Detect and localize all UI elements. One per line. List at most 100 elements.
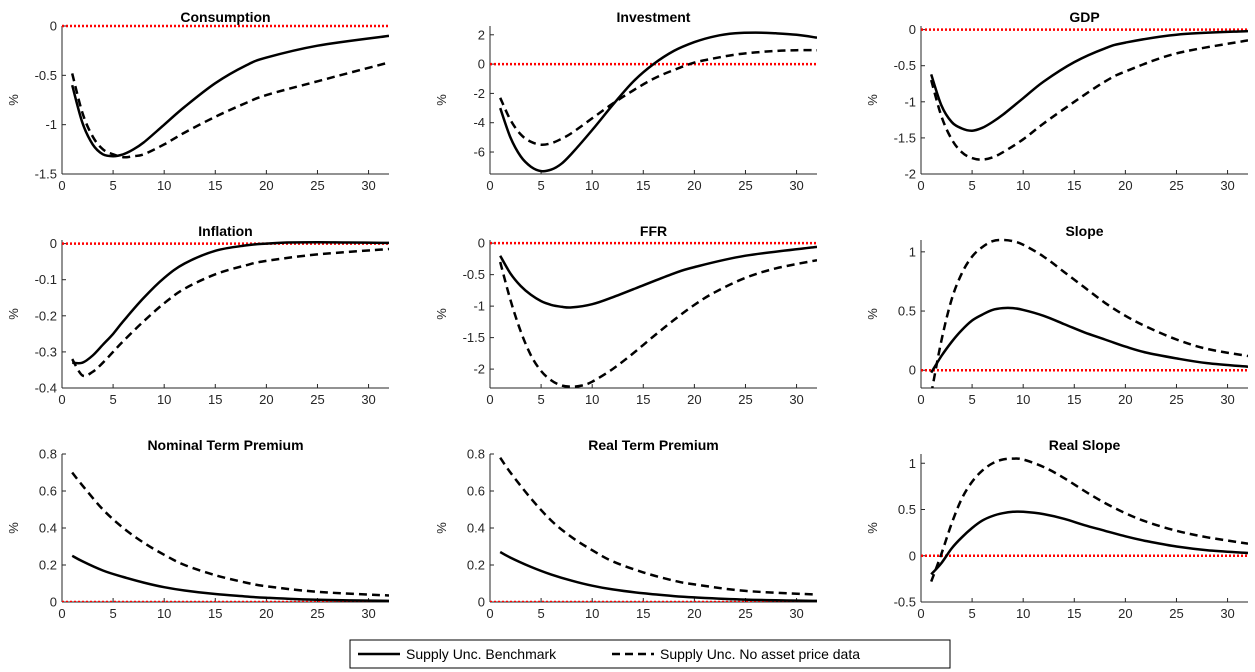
series-line-benchmark: [72, 240, 389, 365]
y-tick-label: -2: [904, 167, 916, 182]
series-line-no-asset-price-data: [499, 48, 817, 146]
series-line-benchmark: [70, 34, 389, 158]
x-tick-label: 15: [1067, 178, 1081, 193]
panel-title: Investment: [617, 9, 691, 25]
y-tick-label: 0: [478, 236, 485, 251]
panel-7: 0 5 10 15 20 25 30 0 0.2 0.4 0.6 0.8 Real Term Premi…: [434, 437, 817, 621]
x-tick-label: 5: [537, 178, 544, 193]
x-tick-label: 5: [537, 606, 544, 621]
plot-area: [921, 457, 1248, 583]
y-tick-label: 1: [909, 244, 916, 259]
series-line-benchmark: [499, 245, 817, 309]
x-tick-label: 30: [1220, 606, 1234, 621]
x-tick-label: 25: [1169, 392, 1183, 407]
x-tick-label: 15: [636, 178, 650, 193]
x-tick-label: 0: [58, 392, 65, 407]
y-tick-label: 0.2: [467, 558, 485, 573]
plot-area: [62, 240, 389, 378]
y-tick-label: -0.2: [35, 308, 57, 323]
x-tick-label: 20: [259, 392, 273, 407]
plot-area: [921, 238, 1248, 388]
plot-area: [490, 31, 817, 173]
y-tick-label: 0: [478, 595, 485, 610]
panel-title: Real Term Premium: [588, 437, 718, 453]
y-tick-label: -0.5: [35, 68, 57, 83]
y-tick-label: -1: [904, 94, 916, 109]
y-tick-label: 0.5: [898, 304, 916, 319]
series-line-no-asset-price-data: [71, 247, 389, 378]
series-line-benchmark: [930, 306, 1248, 374]
x-tick-label: 15: [1067, 606, 1081, 621]
x-tick-label: 0: [58, 178, 65, 193]
y-tick-label: 0: [909, 22, 916, 37]
x-tick-label: 20: [687, 606, 701, 621]
series-line-no-asset-price-data: [71, 471, 389, 597]
x-tick-label: 5: [109, 606, 116, 621]
x-tick-label: 15: [1067, 392, 1081, 407]
x-tick-label: 0: [917, 392, 924, 407]
panel-5: 0 5 10 15 20 25 30 0 0.5 1 Slope%: [865, 223, 1248, 407]
y-axis-label: %: [6, 94, 21, 106]
y-tick-label: 0: [50, 595, 57, 610]
x-tick-label: 20: [687, 392, 701, 407]
x-tick-label: 0: [486, 606, 493, 621]
y-axis-label: %: [6, 308, 21, 320]
x-tick-label: 10: [585, 178, 599, 193]
x-tick-label: 5: [968, 606, 975, 621]
plot-area: [62, 24, 389, 159]
y-tick-label: -0.5: [463, 267, 485, 282]
x-tick-label: 5: [537, 392, 544, 407]
x-tick-label: 15: [208, 606, 222, 621]
x-tick-label: 30: [1220, 178, 1234, 193]
x-tick-label: 10: [157, 178, 171, 193]
y-tick-label: -2: [473, 86, 485, 101]
series-line-benchmark: [71, 554, 389, 602]
x-tick-label: 10: [1016, 178, 1030, 193]
series-line-no-asset-price-data: [929, 39, 1248, 161]
y-axis-label: %: [6, 522, 21, 534]
y-tick-label: -1.5: [35, 167, 57, 182]
x-tick-label: 10: [585, 606, 599, 621]
x-tick-label: 25: [738, 178, 752, 193]
panel-1: 0 5 10 15 20 25 30 -6 -4 -2 0 2 Investment%: [434, 9, 817, 193]
y-tick-label: -6: [473, 145, 485, 160]
panel-2: 0 5 10 15 20 25 30 -2 -1.5 -1 -0.5 0 GDP%: [865, 9, 1248, 193]
series-line-benchmark: [930, 29, 1248, 132]
y-tick-label: -1: [473, 299, 485, 314]
y-tick-label: 1: [909, 456, 916, 471]
y-tick-label: -0.5: [894, 58, 916, 73]
panel-4: 0 5 10 15 20 25 30 -2 -1.5 -1 -0.5 0 FFR%: [434, 223, 817, 407]
legend-label-benchmark: Supply Unc. Benchmark: [406, 646, 557, 662]
x-tick-label: 5: [968, 392, 975, 407]
panel-title: Real Slope: [1049, 437, 1121, 453]
x-tick-label: 30: [789, 178, 803, 193]
x-tick-label: 5: [968, 178, 975, 193]
x-tick-label: 30: [789, 392, 803, 407]
x-tick-label: 20: [1118, 606, 1132, 621]
x-tick-label: 25: [310, 392, 324, 407]
plot-area: [62, 471, 389, 602]
legend-box: [349, 639, 951, 669]
y-axis-label: %: [434, 94, 449, 106]
y-tick-label: -1.5: [463, 330, 485, 345]
y-axis-label: %: [434, 308, 449, 320]
panel-0: 0 5 10 15 20 25 30 -1.5 -1 -0.5 0 Consumption%: [6, 9, 389, 193]
x-tick-label: 10: [1016, 606, 1030, 621]
series-line-no-asset-price-data: [498, 258, 817, 388]
x-tick-label: 25: [310, 606, 324, 621]
panel-6: 0 5 10 15 20 25 30 0 0.2 0.4 0.6 0.8 Nominal Term Pr…: [6, 437, 389, 621]
plot-area: [490, 241, 817, 388]
plot-area: [490, 456, 817, 602]
x-tick-label: 20: [259, 606, 273, 621]
x-tick-label: 30: [789, 606, 803, 621]
x-tick-label: 10: [157, 392, 171, 407]
y-tick-label: 0: [909, 548, 916, 563]
series-line-benchmark: [499, 550, 817, 602]
y-tick-label: -1: [45, 117, 57, 132]
plot-area: [921, 28, 1248, 161]
x-tick-label: 15: [208, 392, 222, 407]
x-tick-label: 20: [687, 178, 701, 193]
x-tick-label: 25: [1169, 606, 1183, 621]
panel-title: Inflation: [198, 223, 252, 239]
